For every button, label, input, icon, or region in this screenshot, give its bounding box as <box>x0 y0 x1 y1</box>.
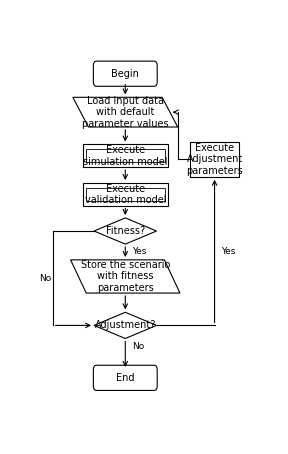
Bar <box>83 144 168 167</box>
Bar <box>83 183 168 206</box>
Text: Execute
validation model: Execute validation model <box>85 183 166 205</box>
Text: Fitness?: Fitness? <box>106 226 145 236</box>
Text: End: End <box>116 373 134 383</box>
Polygon shape <box>73 97 178 127</box>
Text: Begin: Begin <box>111 69 139 79</box>
Bar <box>86 149 164 163</box>
Text: Execute
Adjustment
parameters: Execute Adjustment parameters <box>186 143 243 176</box>
Polygon shape <box>71 260 180 293</box>
Text: Yes: Yes <box>132 247 146 257</box>
FancyBboxPatch shape <box>93 61 157 86</box>
Text: Load input data
with default
parameter values: Load input data with default parameter v… <box>82 95 168 129</box>
Text: Store the scenario
with fitness
parameters: Store the scenario with fitness paramete… <box>81 260 170 293</box>
Text: No: No <box>132 342 144 350</box>
Text: Yes: Yes <box>221 247 236 256</box>
FancyBboxPatch shape <box>93 365 157 390</box>
Polygon shape <box>94 312 157 339</box>
Polygon shape <box>94 218 157 244</box>
Text: Execute
simulation model: Execute simulation model <box>83 145 168 167</box>
Text: Adjustment?: Adjustment? <box>94 321 156 331</box>
Bar <box>190 142 239 177</box>
Text: No: No <box>39 274 51 283</box>
Bar <box>86 188 164 201</box>
